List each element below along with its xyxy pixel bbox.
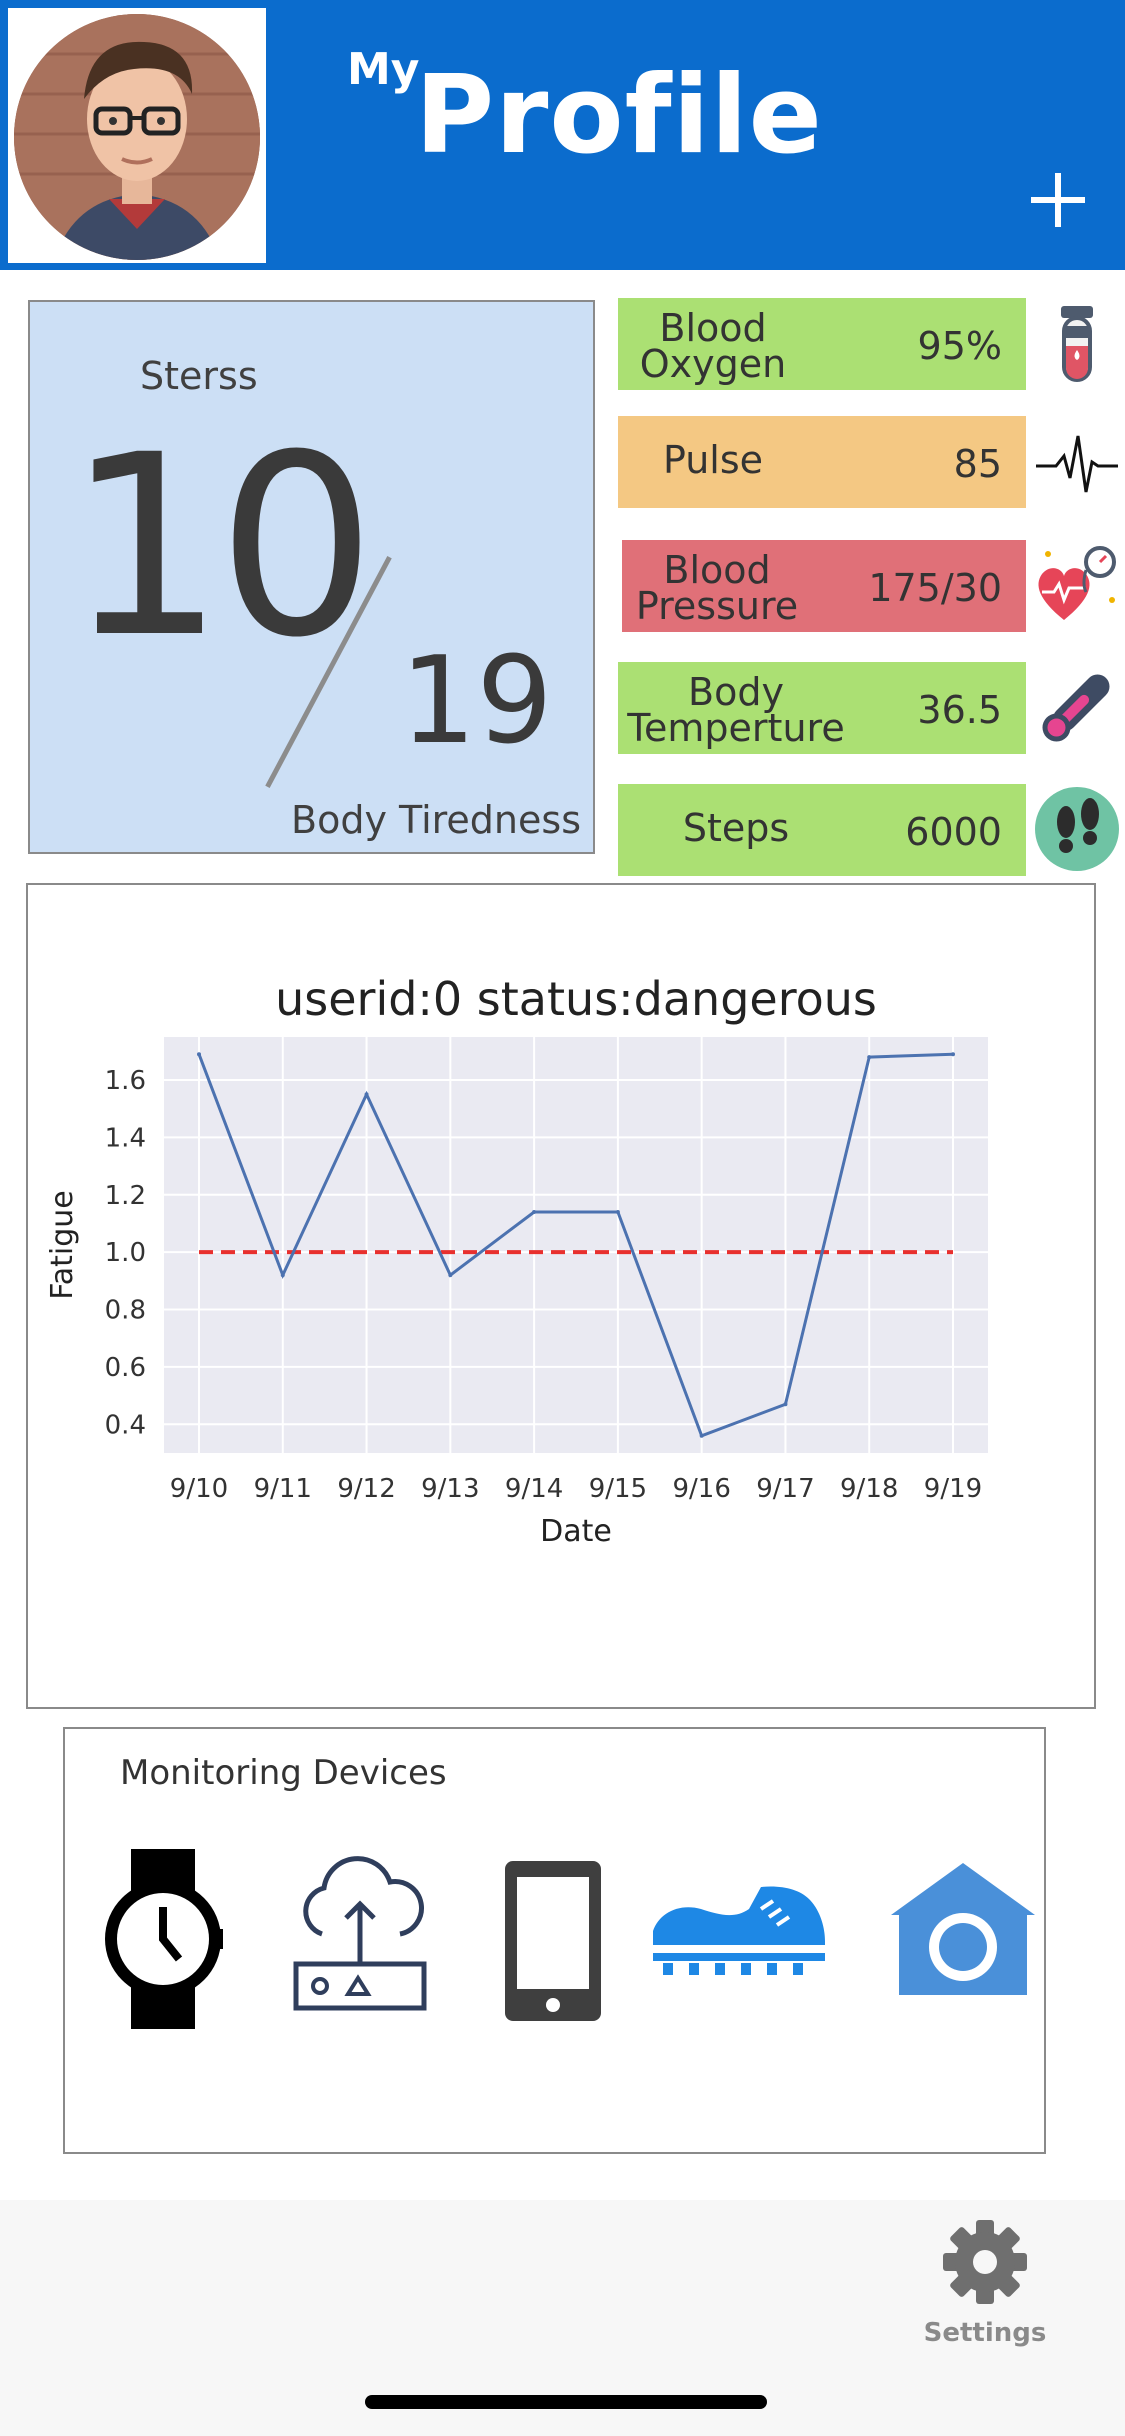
data-point [448,1273,453,1278]
x-tick-label: 9/16 [672,1474,730,1504]
title-prefix: My [347,44,420,95]
fatigue-chart: 0.4 0.6 0.8 1.0 1.2 1.4 1.6 9/10 9/11 9/12 9/13 9/1… [45,972,988,1549]
monitoring-devices-title: Monitoring Devices [120,1753,447,1793]
x-tick-label: 9/17 [756,1474,814,1504]
y-tick-label: 0.6 [105,1353,146,1383]
watch-icon[interactable] [103,1849,223,2029]
x-tick-label: 9/13 [421,1474,479,1504]
vital-value: 85 [953,442,1002,486]
settings-label: Settings [923,2318,1047,2348]
cloud-upload-device-icon[interactable] [290,1854,430,2014]
vital-name: Blood [663,548,771,592]
footprints-icon [1035,787,1119,871]
vital-steps[interactable]: Steps 6000 [618,784,1026,876]
vital-pulse[interactable]: Pulse 85 [618,416,1026,508]
x-tick-label: 9/14 [505,1474,563,1504]
x-tick-label: 9/15 [589,1474,647,1504]
add-button[interactable] [1028,170,1088,230]
home-indicator [365,2395,767,2409]
vital-body-temperature[interactable]: Body Temperture 36.5 [618,662,1026,754]
vital-name-line2: Temperture [627,706,845,750]
settings-button[interactable]: Settings [920,2220,1050,2350]
x-tick-label: 9/11 [254,1474,312,1504]
data-point [867,1055,872,1060]
stress-card[interactable]: Sterss 10 19 Body Tiredness [28,300,595,854]
tab-bar: Settings [0,2200,1125,2436]
data-point [615,1210,620,1215]
y-tick-label: 0.4 [105,1410,146,1440]
stress-value: 10 [66,401,376,692]
vital-name: Pulse [662,438,764,482]
sneaker-icon[interactable] [649,1879,829,1979]
avatar[interactable] [14,14,260,260]
y-axis-label: Fatigue [45,1190,80,1300]
y-tick-label: 1.2 [105,1181,146,1211]
vital-name-line2: Oxygen [639,342,787,386]
gear-icon [943,2220,1027,2304]
y-tick-label: 1.4 [105,1123,146,1153]
test-tube-icon [1061,306,1093,382]
x-axis-label: Date [540,1514,612,1549]
blood-pressure-icon [1038,546,1116,620]
data-point [364,1092,369,1097]
chart-title: userid:0 status:dangerous [275,972,877,1026]
data-point [783,1402,788,1407]
x-tick-label: 9/12 [337,1474,395,1504]
vital-name: Body [688,670,784,714]
x-tick-label: 9/18 [840,1474,898,1504]
smartphone-icon[interactable] [503,1859,603,2023]
home-camera-icon[interactable] [889,1859,1037,1999]
stress-label: Sterss [140,354,258,398]
thermometer-icon [1042,674,1110,742]
data-point [951,1052,955,1057]
y-tick-label: 1.0 [105,1238,146,1268]
vital-value: 95% [917,324,1002,368]
y-tick-label: 1.6 [105,1066,146,1096]
stress-max: 19 [400,632,553,771]
vital-blood-oxygen[interactable]: Blood Oxygen 95% [618,298,1026,390]
vital-value: 6000 [905,810,1002,854]
x-tick-label: 9/10 [170,1474,228,1504]
y-tick-label: 0.8 [105,1296,146,1326]
body-tiredness-label: Body Tiredness [291,798,581,842]
fatigue-chart-panel: 0.4 0.6 0.8 1.0 1.2 1.4 1.6 9/10 9/11 9/12 9/13 9/1… [26,883,1096,1709]
vital-name: Steps [682,806,790,850]
header: My Profile [0,0,1125,270]
series-line [197,1052,954,1438]
data-point [699,1433,704,1438]
vital-name: Blood [659,306,767,350]
monitoring-devices-panel: Monitoring Devices [63,1727,1046,2154]
vital-blood-pressure[interactable]: Blood Pressure 175/30 [622,540,1026,632]
vital-value: 36.5 [917,688,1002,732]
page-title: Profile [415,53,823,178]
x-tick-label: 9/19 [924,1474,982,1504]
data-point [532,1210,537,1215]
avatar-image [14,14,260,260]
plot-area [164,1037,988,1453]
vital-name-line2: Pressure [635,584,799,628]
avatar-frame [8,8,266,263]
vital-value: 175/30 [868,566,1002,610]
heartbeat-icon [1036,435,1118,493]
data-point [280,1273,285,1278]
data-point [197,1052,201,1057]
